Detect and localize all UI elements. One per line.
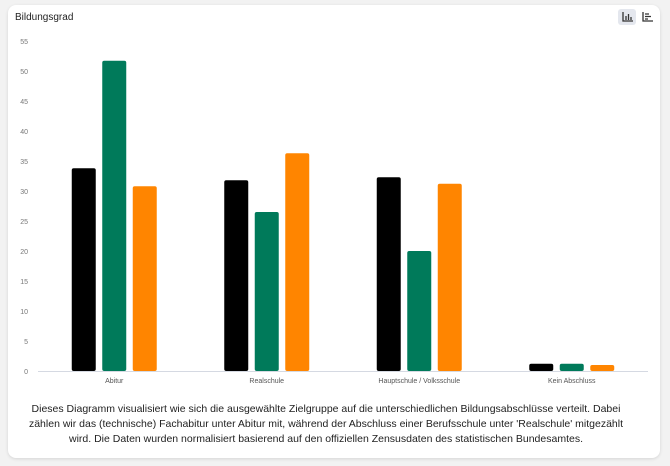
y-tick-label: 35 bbox=[20, 159, 28, 166]
bar-chart: 0 5 10 15 20 25 30 35 40 45 50 55 Abitur Realschule Ha… bbox=[20, 39, 648, 385]
y-tick-label: 10 bbox=[20, 309, 28, 316]
bar-hauptschule-volksschule-series-3 bbox=[437, 183, 462, 371]
y-tick-label: 40 bbox=[20, 129, 28, 136]
bar-chart-icon bbox=[621, 12, 633, 22]
chart-description: Dieses Diagramm visualisiert wie sich di… bbox=[28, 403, 624, 445]
y-tick-label: 15 bbox=[20, 279, 28, 286]
bar-kein-abschluss-series-1 bbox=[529, 363, 554, 371]
bar-abitur-series-1 bbox=[71, 168, 96, 371]
card-title: Bildungsgrad bbox=[15, 12, 74, 23]
chart-card: Bildungsgrad 0 5 10 15 20 25 30 35 40 45 50 55 Abitu… bbox=[8, 5, 660, 458]
bar-kein-abschluss-series-3 bbox=[590, 365, 615, 371]
bar-chart-toggle[interactable] bbox=[618, 9, 636, 25]
horizontal-bar-chart-toggle[interactable] bbox=[638, 9, 656, 25]
bar-realschule-series-2 bbox=[254, 212, 279, 371]
y-tick-label: 55 bbox=[20, 39, 28, 46]
bar-hauptschule-volksschule-series-2 bbox=[407, 251, 432, 371]
y-tick-label: 0 bbox=[24, 369, 28, 376]
bar-abitur-series-2 bbox=[102, 60, 127, 372]
x-tick-label: Realschule bbox=[249, 378, 284, 385]
x-tick-label: Kein Abschluss bbox=[548, 378, 596, 385]
y-tick-label: 25 bbox=[20, 219, 28, 226]
bar-realschule-series-3 bbox=[285, 153, 310, 371]
y-tick-label: 5 bbox=[24, 339, 28, 346]
bar-kein-abschluss-series-2 bbox=[559, 363, 584, 371]
y-tick-label: 45 bbox=[20, 99, 28, 106]
y-tick-label: 20 bbox=[20, 249, 28, 256]
y-tick-label: 50 bbox=[20, 69, 28, 76]
bar-hauptschule-volksschule-series-1 bbox=[376, 177, 401, 371]
x-tick-label: Hauptschule / Volksschule bbox=[378, 378, 460, 385]
bar-realschule-series-1 bbox=[224, 180, 249, 371]
horizontal-bar-chart-icon bbox=[641, 12, 653, 22]
y-tick-label: 30 bbox=[20, 189, 28, 196]
x-tick-label: Abitur bbox=[105, 378, 124, 385]
bar-abitur-series-3 bbox=[132, 186, 157, 371]
